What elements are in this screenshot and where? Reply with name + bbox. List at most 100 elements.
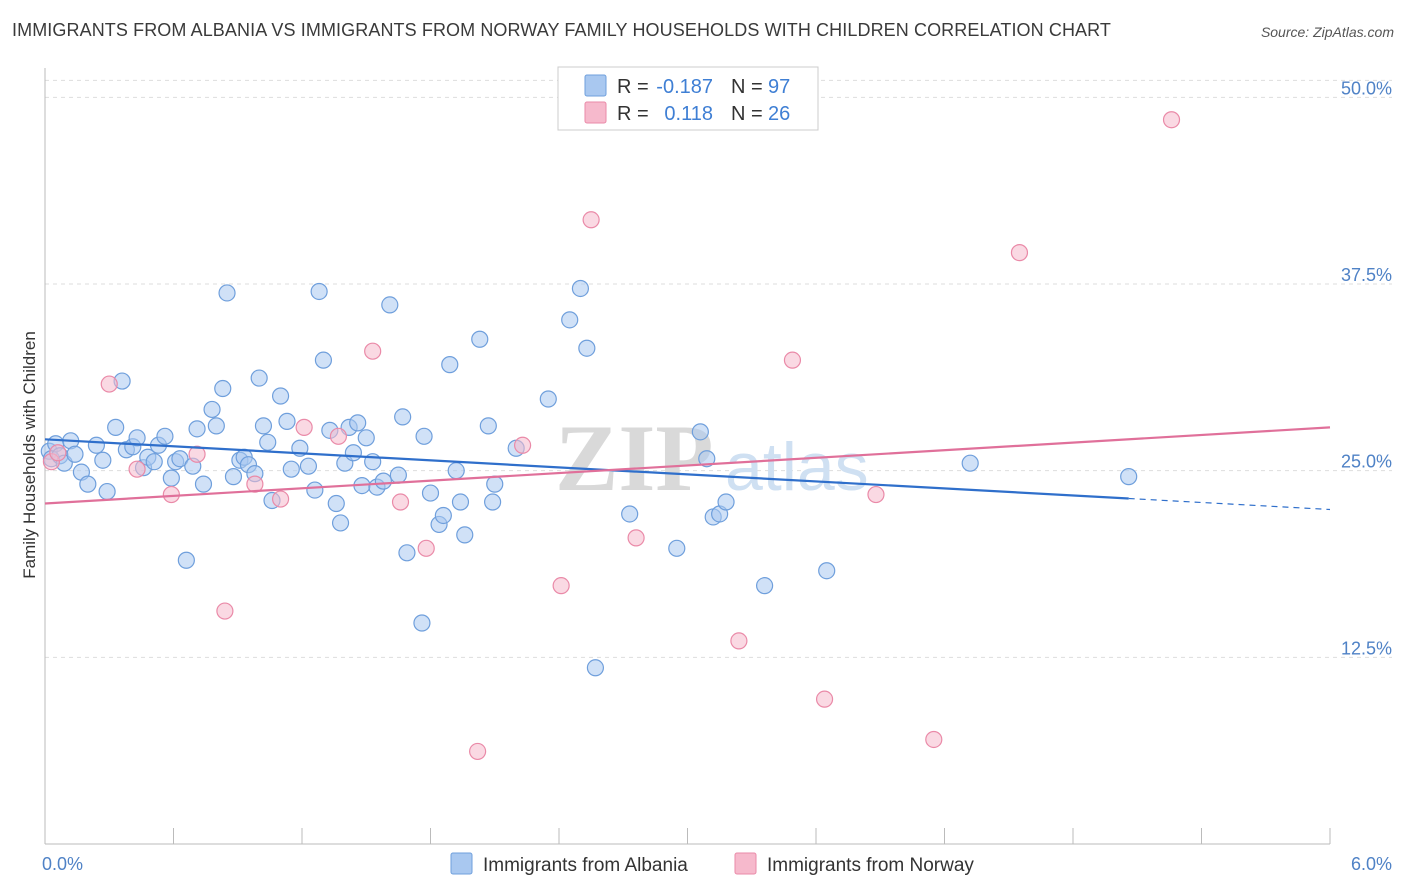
albania-point [250,369,268,387]
bottom-legend-swatch-norway [734,852,757,875]
albania-point [214,379,232,398]
grid-layer [45,79,1392,658]
trend-line-extension-albania [1128,497,1331,511]
bottom-legend-norway: Immigrants from Norway [767,855,974,876]
legend-albania-n-label: N = [731,76,763,98]
albania-point [818,562,836,580]
y-tick-label: 50.0% [1341,78,1392,98]
albania-point [107,418,125,436]
albania-point [327,494,345,513]
albania-point [479,417,497,435]
albania-point [224,468,243,486]
norway-point [925,730,943,749]
albania-point [698,450,716,468]
norway-point [582,211,600,229]
bottom-legend-swatch-albania [450,852,473,875]
albania-point [394,408,412,426]
albania-point [128,429,146,447]
albania-point [207,417,225,435]
albania-point [79,475,97,493]
albania-point [194,475,213,493]
legend-norway-n-label: N = [731,103,763,125]
watermark-zip: ZIP [555,405,713,511]
albania-point [344,444,362,462]
albania-point [389,466,407,484]
albania-point [94,451,112,469]
legend-albania-n-value: 97 [768,76,790,98]
albania-point [421,484,440,502]
albania-point [374,472,392,490]
albania-point [586,659,605,677]
albania-point [717,493,735,511]
albania-point [398,544,416,562]
norway-point [627,529,645,547]
norway-point [271,490,290,508]
albania-point [357,429,375,447]
norway-point [867,485,885,504]
legend-norway-r-label: R = [617,103,649,125]
trend-line-albania [44,438,1129,500]
norway-point [513,436,532,454]
norway-point [216,602,234,620]
albania-point [331,514,350,532]
albania-point [177,551,195,569]
albania-point [278,412,296,430]
albania-point [188,420,206,438]
albania-point [413,614,431,632]
albania-point [755,577,774,595]
albania-point [571,279,590,298]
watermark: ZIP atlas [555,405,869,511]
norway-point [469,742,487,761]
albania-point [271,387,290,405]
norway-point [815,690,834,708]
norway-point [1162,111,1181,129]
albania-point [171,450,189,468]
albania-point [1120,468,1138,486]
top-legend: R = -0.187 N = 97 R = 0.118 N = 26 [557,66,819,131]
albania-point [254,417,273,435]
y-tick-label: 37.5% [1341,265,1392,285]
albania-point [441,356,459,374]
albania-point [961,454,979,472]
albania-point [668,539,686,557]
norway-point [188,445,206,463]
albania-point [259,433,277,451]
source-label: Source: ZipAtlas.com [1260,24,1394,40]
norway-point [49,444,67,462]
x-tick-label: 6.0% [1351,854,1392,874]
norway-point [1010,244,1029,262]
albania-point [621,505,639,523]
watermark-atlas: atlas [725,429,869,505]
albania-point [306,481,324,499]
albania-point [156,427,174,445]
albania-point [578,339,596,357]
norway-point [329,427,348,445]
albania-point [456,526,474,544]
albania-point [87,436,106,454]
albania-point [486,475,504,493]
trend-layer [44,426,1331,511]
trend-line-norway [44,426,1331,505]
albania-point [349,414,367,432]
albania-point [203,400,221,419]
norway-point [364,342,382,360]
legend-norway-n-value: 26 [768,103,790,125]
albania-point [162,469,180,487]
albania-point [415,427,433,445]
legend-albania-r-value: -0.187 [656,76,713,98]
albania-point [299,457,318,475]
y-axis-label: Family Households with Children [20,331,39,579]
norway-point [128,460,146,478]
albania-point [539,390,557,408]
albania-point [145,453,163,471]
norway-point [783,351,802,369]
albania-point [218,284,236,302]
norway-point [552,577,570,595]
albania-point [310,282,328,301]
norway-point [730,632,748,650]
albania-point [98,482,116,501]
albania-point [434,506,452,525]
bottom-legend-albania: Immigrants from Albania [483,855,688,876]
albania-point [447,462,465,480]
chart-title: IMMIGRANTS FROM ALBANIA VS IMMIGRANTS FR… [12,20,1112,40]
